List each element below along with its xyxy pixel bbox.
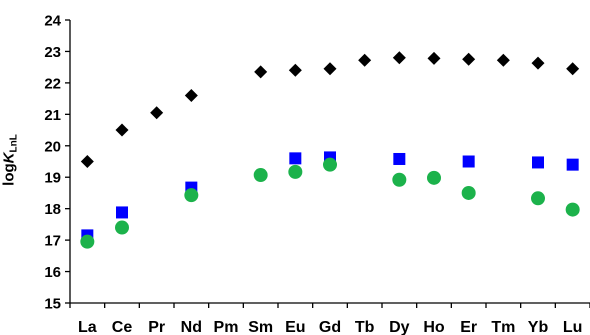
data-marks — [80, 51, 580, 249]
axes — [65, 19, 590, 308]
x-tick-label: Pm — [214, 319, 239, 335]
x-tick-label: Gd — [319, 319, 341, 335]
circle-point — [565, 202, 580, 217]
diamond-point — [288, 63, 302, 77]
x-tick-label: Tb — [355, 319, 375, 335]
x-tick-label: Eu — [285, 319, 305, 335]
y-tick-label: 23 — [44, 44, 61, 61]
circle-point — [392, 172, 407, 187]
diamond-point — [115, 123, 129, 137]
y-tick-label: 22 — [44, 75, 61, 92]
diamond-point — [150, 106, 164, 120]
x-tick-labels: La Ce Pr Nd Pm Sm Eu Gd Tb Dy Ho Er Tm Yb Lu — [78, 319, 582, 335]
circle-point — [531, 191, 545, 206]
y-tick-labels: 15 16 17 18 19 20 21 22 23 24 — [44, 13, 61, 313]
y-axis-label: logKLnL — [1, 134, 20, 186]
circle-point — [323, 157, 337, 172]
circle-point — [184, 188, 199, 203]
square-point — [532, 156, 544, 169]
series-circle — [80, 157, 580, 249]
diamond-point — [358, 53, 372, 67]
y-axis-label-subscript: LnL — [8, 134, 20, 153]
diamond-point — [462, 52, 476, 66]
circle-point — [80, 234, 95, 249]
diamond-point — [80, 155, 94, 168]
y-tick-label: 17 — [44, 233, 61, 250]
diamond-point — [184, 88, 198, 102]
square-point — [116, 206, 128, 219]
y-tick-label: 24 — [44, 13, 61, 30]
square-point — [393, 152, 406, 165]
x-tick-label: Er — [460, 319, 477, 335]
x-tick-label: La — [78, 319, 97, 335]
circle-point — [115, 220, 129, 235]
y-tick-label: 19 — [44, 170, 61, 187]
diamond-point — [392, 51, 406, 65]
square-point — [289, 152, 302, 165]
diamond-point — [323, 62, 337, 76]
circle-point — [288, 164, 303, 179]
circle-point — [461, 185, 476, 200]
y-tick-label: 15 — [44, 296, 61, 313]
x-tick-label: Nd — [181, 319, 202, 335]
x-tick-label: Dy — [389, 319, 410, 335]
square-point — [566, 158, 579, 171]
circle-point — [427, 170, 441, 185]
x-tick-label: Pr — [148, 319, 165, 335]
x-tick-label: Yb — [528, 319, 549, 335]
diamond-point — [427, 51, 441, 65]
y-axis-label-prefix: log — [0, 163, 18, 186]
diamond-point — [566, 62, 580, 76]
y-tick-label: 21 — [44, 107, 61, 124]
series-diamond — [80, 51, 580, 168]
y-tick-label: 16 — [44, 264, 61, 281]
x-tick-label: Sm — [248, 319, 273, 335]
y-tick-label: 20 — [44, 138, 61, 155]
x-tick-label: Ce — [112, 319, 133, 335]
x-tick-label: Ho — [423, 319, 445, 335]
diamond-point — [254, 65, 268, 79]
y-tick-label: 18 — [44, 201, 61, 218]
series-square — [81, 151, 579, 242]
diamond-point — [531, 56, 545, 70]
circle-point — [253, 168, 268, 183]
square-point — [462, 155, 475, 168]
diamond-point — [496, 53, 510, 67]
y-axis-label-variable: K — [0, 152, 18, 164]
x-tick-label: Tm — [491, 319, 515, 335]
x-tick-label: Lu — [563, 319, 583, 335]
